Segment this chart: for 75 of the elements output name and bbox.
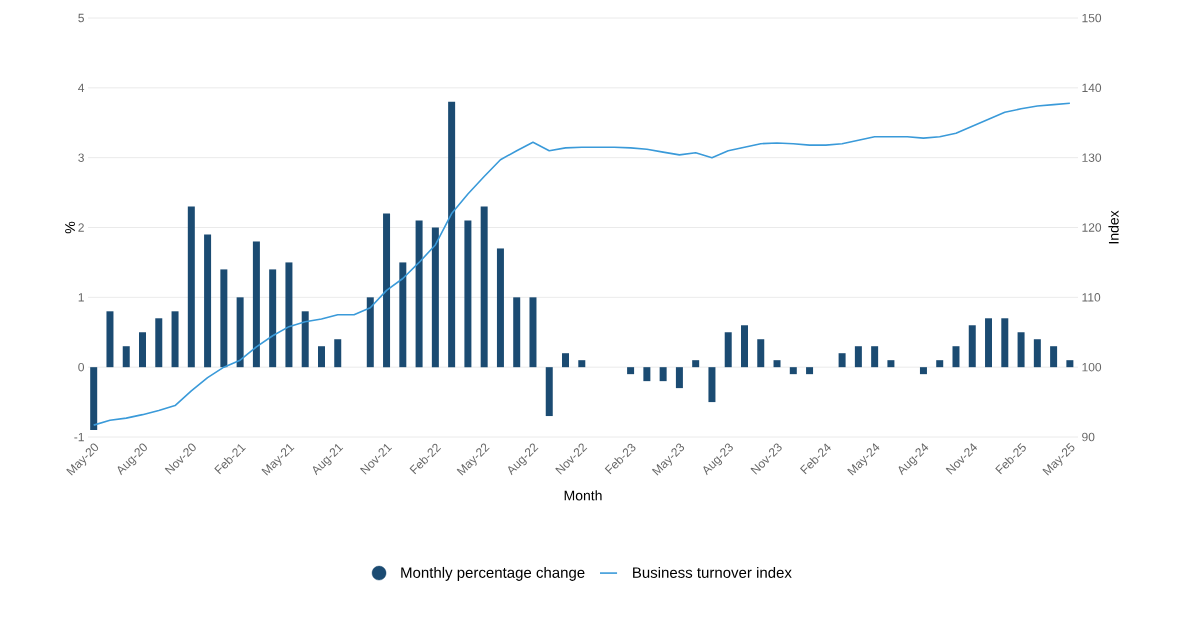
legend-label: Monthly percentage change [401, 566, 585, 581]
y-tick-label: 1 [78, 293, 84, 302]
legend-label: Business turnover index [633, 566, 792, 578]
y2-tick-label: 130 [1082, 153, 1102, 162]
bar [692, 360, 700, 368]
bar [90, 367, 98, 431]
bar [269, 269, 277, 368]
bar [952, 346, 960, 368]
bar [529, 297, 537, 368]
bar [399, 262, 407, 368]
y-tick-label: 2 [78, 223, 84, 232]
bar [139, 332, 147, 368]
bar [464, 220, 472, 368]
y2-axis-title: Index [1108, 210, 1119, 244]
bar [708, 367, 716, 403]
bar [773, 360, 781, 368]
bar [724, 332, 732, 368]
bar [448, 101, 456, 368]
bar [366, 297, 374, 368]
bar [334, 339, 342, 368]
y2-tick-label: 140 [1082, 83, 1102, 93]
bar [578, 360, 586, 368]
bar [968, 325, 976, 368]
y2-tick-label: 90 [1082, 432, 1095, 442]
bar [187, 206, 195, 368]
bar [155, 318, 163, 368]
bar [838, 353, 846, 368]
bar [383, 213, 391, 368]
bar [887, 360, 895, 368]
bar [317, 346, 325, 368]
bar [513, 297, 521, 368]
y-axis-title: % [65, 221, 75, 234]
bar [252, 241, 260, 368]
bar [627, 367, 635, 375]
bar [106, 311, 114, 368]
x-axis-title: Month [564, 490, 602, 501]
bar [1050, 346, 1058, 368]
bar [562, 353, 570, 368]
bar [236, 297, 244, 368]
bar [204, 234, 212, 368]
bar [806, 367, 814, 375]
bar [659, 367, 667, 382]
y-tick-label: -1 [74, 432, 84, 442]
bar [545, 367, 553, 417]
y-tick-label: 0 [78, 362, 85, 372]
y-tick-label: 5 [78, 13, 84, 23]
bar [431, 227, 439, 368]
bar [496, 248, 504, 368]
bar [675, 367, 683, 389]
bar [643, 367, 651, 382]
y2-tick-label: 120 [1082, 223, 1102, 232]
bar [789, 367, 797, 375]
bar [919, 367, 927, 375]
bar [757, 339, 765, 368]
bar [301, 311, 309, 368]
bar [1066, 360, 1074, 368]
bar [854, 346, 862, 368]
bar [1001, 318, 1009, 368]
bar [415, 220, 423, 368]
bar [740, 325, 748, 368]
y-tick-label: 3 [78, 153, 84, 162]
bar [480, 206, 488, 368]
bar [285, 262, 293, 368]
bar [1017, 332, 1025, 368]
bar [220, 269, 228, 368]
y-tick-label: 4 [78, 83, 85, 92]
bar [1033, 339, 1041, 368]
y2-tick-label: 100 [1082, 362, 1102, 372]
bar [936, 360, 944, 368]
bar [171, 311, 179, 368]
y2-tick-label: 150 [1082, 13, 1102, 23]
y2-tick-label: 110 [1082, 293, 1101, 302]
bar [871, 346, 879, 368]
bar [122, 346, 130, 368]
bar [985, 318, 993, 368]
